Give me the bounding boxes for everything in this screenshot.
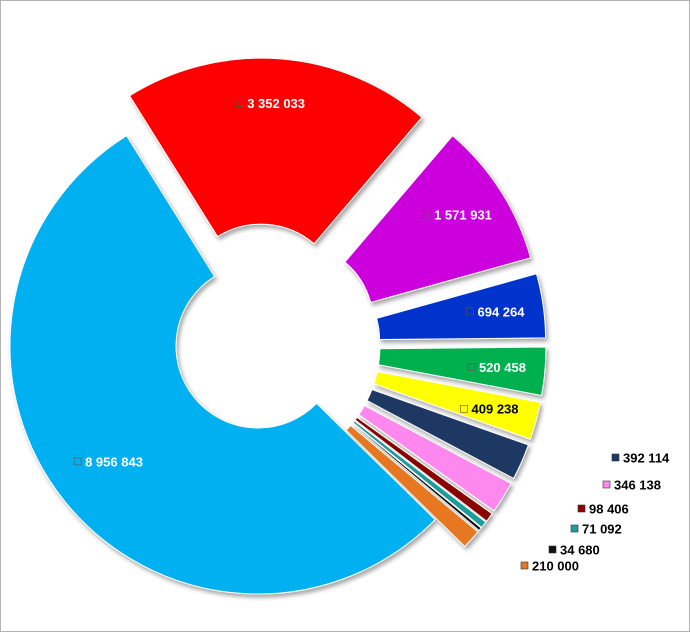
slice-6 [358, 404, 512, 512]
data-label-text: 694 264 [477, 304, 525, 319]
slices-group [9, 57, 547, 595]
data-label-6: 346 138 [602, 477, 661, 492]
data-label-text: 392 114 [623, 450, 670, 465]
data-label-text: 34 680 [560, 542, 600, 557]
data-label-7: 98 406 [577, 501, 629, 516]
data-label-text: 71 092 [582, 521, 622, 536]
legend-key-marker [235, 99, 244, 107]
slice-11 [9, 134, 436, 595]
data-label-8: 71 092 [570, 521, 622, 536]
legend-key-marker [570, 524, 579, 533]
legend-key-marker [520, 561, 529, 570]
data-label-text: 346 138 [614, 477, 661, 492]
data-label-text: 520 458 [479, 360, 526, 375]
data-label-10: 210 000 [520, 558, 579, 573]
legend-key-marker [466, 307, 474, 316]
legend-key-marker [611, 453, 620, 462]
slice-7 [354, 416, 493, 522]
legend-key-marker [422, 210, 431, 219]
data-label-text: 3 352 033 [247, 96, 305, 111]
data-label-5: 392 114 [611, 450, 670, 465]
data-label-11: 8 956 843 [73, 454, 143, 469]
slice-2 [375, 273, 547, 341]
data-label-2: 694 264 [466, 304, 525, 319]
labels-group: 3 352 033 1 571 931 694 264 520 458 409 238 3… [73, 96, 670, 573]
legend-key-marker [602, 480, 611, 489]
slice-8 [352, 420, 487, 529]
data-label-9: 34 680 [548, 542, 600, 557]
slice-3 [377, 346, 547, 397]
legend-key-marker [73, 457, 82, 466]
slice-9 [351, 422, 482, 532]
slice-10 [345, 424, 479, 548]
data-label-text: 8 956 843 [85, 454, 143, 469]
legend-key-marker [548, 545, 557, 554]
data-label-1: 1 571 931 [422, 208, 492, 223]
data-label-text: 98 406 [589, 501, 629, 516]
slice-1 [344, 135, 532, 304]
data-label-3: 520 458 [467, 360, 526, 375]
legend-key-marker [577, 504, 586, 513]
data-label-4: 409 238 [460, 402, 519, 417]
slice-4 [373, 371, 541, 440]
data-label-text: 1 571 931 [434, 208, 492, 223]
data-label-text: 409 238 [472, 402, 519, 417]
legend-key-marker [460, 404, 468, 413]
slice-5 [366, 388, 530, 480]
slice-0 [128, 57, 423, 245]
legend-key-marker [467, 363, 476, 371]
data-label-text: 210 000 [532, 558, 579, 573]
data-label-0: 3 352 033 [235, 96, 305, 111]
